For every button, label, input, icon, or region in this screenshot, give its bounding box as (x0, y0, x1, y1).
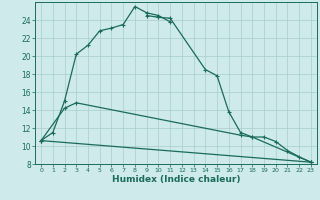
X-axis label: Humidex (Indice chaleur): Humidex (Indice chaleur) (112, 175, 240, 184)
